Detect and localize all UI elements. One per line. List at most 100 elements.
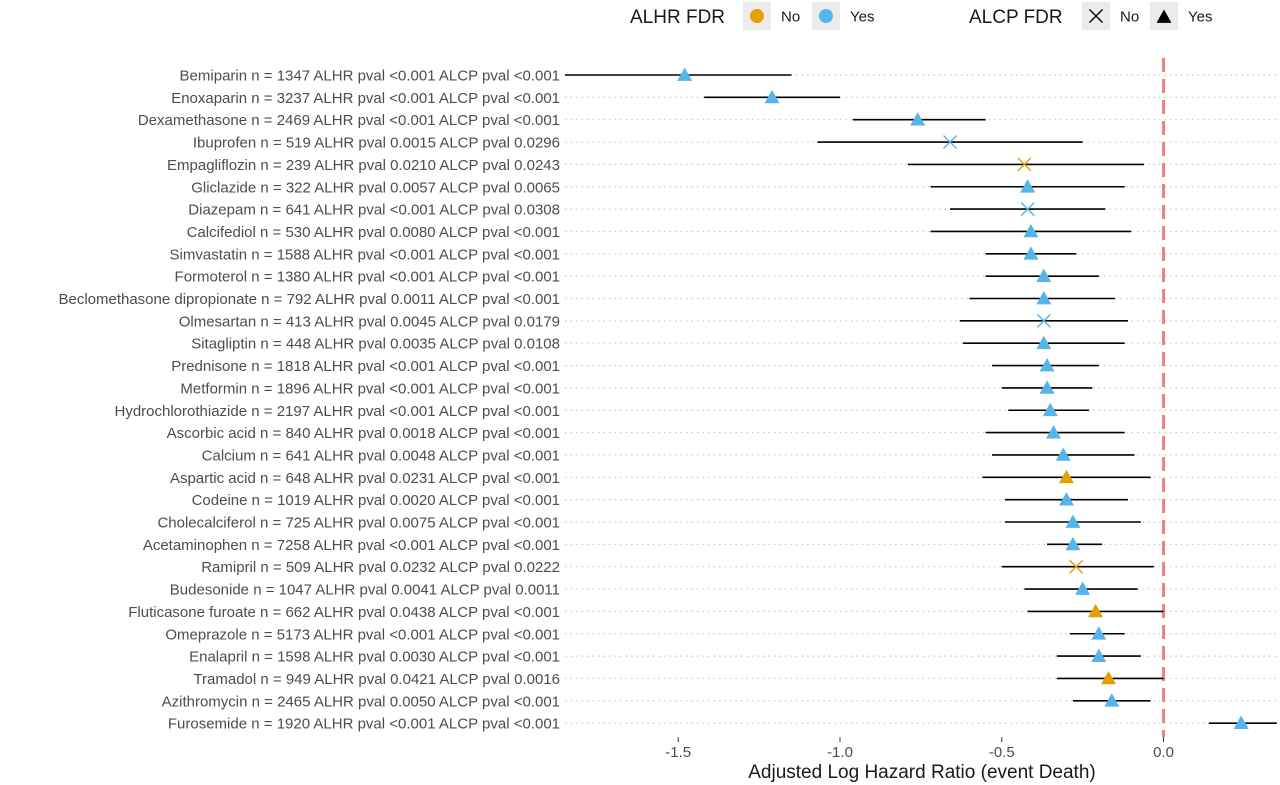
row-label-empagliflozin: Empagliflozin n = 239 ALHR pval 0.0210 A…: [167, 157, 560, 174]
row-n-text-diazepam: n =: [260, 202, 285, 219]
row-alcp-pval-olmesartan: 0.0179: [514, 313, 560, 330]
row-alcp-text-metformin: ALCP pval: [439, 380, 510, 397]
row-label-ascorbic-acid: Ascorbic acid n = 840 ALHR pval 0.0018 A…: [167, 425, 560, 442]
row-alcp-text-calcifediol: ALCP pval: [439, 224, 510, 241]
row-alcp-text-omeprazole: ALCP pval: [439, 626, 510, 643]
row-n-text-codeine: n =: [252, 492, 277, 509]
row-alhr-pval-cholecalciferol: 0.0075: [390, 515, 436, 532]
row-label-simvastatin: Simvastatin n = 1588 ALHR pval <0.001 AL…: [170, 246, 560, 263]
row-alcp-text-olmesartan: ALCP pval: [439, 313, 510, 330]
point-acetaminophen: [1065, 536, 1081, 551]
row-n-simvastatin: 1588: [277, 246, 310, 263]
legend-label-alcp-no: No: [1120, 9, 1139, 26]
point-fluticasone-furoate: [1088, 603, 1104, 618]
row-n-bemiparin: 1347: [277, 68, 310, 85]
row-n-beclomethasone-dipropionate: 792: [287, 291, 312, 308]
row-drug-acetaminophen: Acetaminophen: [143, 537, 247, 554]
row-n-diazepam: 641: [285, 202, 310, 219]
row-alcp-text-formoterol: ALCP pval: [439, 269, 510, 286]
row-alcp-text-gliclazide: ALCP pval: [439, 179, 510, 196]
row-alhr-text-enalapril: ALHR pval: [314, 649, 386, 666]
row-n-enoxaparin: 3237: [277, 90, 310, 107]
row-label-tramadol: Tramadol n = 949 ALHR pval 0.0421 ALCP p…: [193, 671, 560, 688]
row-alcp-pval-gliclazide: 0.0065: [514, 179, 560, 196]
row-drug-calcifediol: Calcifediol: [187, 224, 256, 241]
row-alcp-text-beclomethasone-dipropionate: ALCP pval: [439, 291, 510, 308]
row-alhr-text-sitagliptin: ALHR pval: [314, 336, 386, 353]
x-tick-label-0: -1.5: [665, 744, 691, 761]
row-label-metformin: Metformin n = 1896 ALHR pval <0.001 ALCP…: [180, 380, 560, 397]
row-alhr-pval-ibuprofen: 0.0015: [390, 135, 436, 152]
row-alhr-text-olmesartan: ALHR pval: [314, 313, 386, 330]
row-drug-azithromycin: Azithromycin: [162, 693, 248, 710]
row-alhr-pval-formoterol: <0.001: [389, 269, 435, 286]
row-alcp-pval-tramadol: 0.0016: [514, 671, 560, 688]
row-alcp-pval-diazepam: 0.0308: [514, 202, 560, 219]
row-alcp-pval-fluticasone-furoate: <0.001: [514, 604, 560, 621]
row-alhr-text-budesonide: ALHR pval: [315, 582, 387, 599]
row-label-olmesartan: Olmesartan n = 413 ALHR pval 0.0045 ALCP…: [179, 313, 560, 330]
row-n-ramipril: 509: [286, 559, 311, 576]
row-label-acetaminophen: Acetaminophen n = 7258 ALHR pval <0.001 …: [143, 537, 560, 554]
row-alcp-pval-simvastatin: <0.001: [514, 246, 560, 263]
row-alhr-pval-hydrochlorothiazide: <0.001: [389, 403, 435, 420]
legend-label-alhr-yes: Yes: [850, 9, 874, 26]
row-alhr-pval-enalapril: 0.0030: [390, 649, 436, 666]
row-drug-ibuprofen: Ibuprofen: [193, 135, 256, 152]
row-n-ibuprofen: 519: [286, 135, 311, 152]
point-formoterol: [1036, 268, 1052, 282]
point-bemiparin: [677, 67, 693, 81]
row-alcp-text-empagliflozin: ALCP pval: [439, 157, 510, 174]
row-alhr-pval-codeine: 0.0020: [390, 492, 436, 509]
row-alcp-pval-sitagliptin: 0.0108: [514, 336, 560, 353]
row-alcp-text-enalapril: ALCP pval: [439, 649, 510, 666]
row-alhr-text-prednisone: ALHR pval: [313, 358, 385, 375]
row-alhr-text-furosemide: ALHR pval: [313, 716, 385, 733]
row-label-fluticasone-furoate: Fluticasone furoate n = 662 ALHR pval 0.…: [128, 604, 560, 621]
row-drug-furosemide: Furosemide: [168, 716, 247, 733]
row-alcp-text-cholecalciferol: ALCP pval: [439, 515, 510, 532]
row-label-beclomethasone-dipropionate: Beclomethasone dipropionate n = 792 ALHR…: [58, 291, 560, 308]
row-label-budesonide: Budesonide n = 1047 ALHR pval 0.0041 ALC…: [170, 582, 560, 599]
row-alcp-text-enoxaparin: ALCP pval: [439, 90, 510, 107]
point-diazepam: [1020, 202, 1035, 217]
point-gliclazide: [1020, 179, 1036, 193]
row-n-calcium: 641: [285, 447, 310, 464]
row-alhr-text-fluticasone-furoate: ALHR pval: [314, 604, 386, 621]
row-drug-dexamethasone: Dexamethasone: [138, 112, 247, 129]
row-alcp-pval-empagliflozin: 0.0243: [514, 157, 560, 174]
x-axis-title: Adjusted Log Hazard Ratio (event Death): [748, 762, 1095, 783]
row-alhr-pval-calcifediol: 0.0080: [390, 224, 436, 241]
row-alcp-pval-codeine: <0.001: [514, 492, 560, 509]
row-n-text-acetaminophen: n =: [251, 537, 276, 554]
row-alhr-pval-omeprazole: <0.001: [389, 626, 435, 643]
row-n-text-tramadol: n =: [260, 671, 285, 688]
row-alhr-text-formoterol: ALHR pval: [313, 269, 385, 286]
row-alcp-text-hydrochlorothiazide: ALCP pval: [439, 403, 510, 420]
row-alhr-pval-metformin: <0.001: [389, 380, 435, 397]
row-alcp-pval-prednisone: <0.001: [514, 358, 560, 375]
row-n-text-budesonide: n =: [253, 582, 278, 599]
row-alhr-pval-beclomethasone-dipropionate: 0.0011: [391, 291, 436, 308]
point-hydrochlorothiazide: [1042, 402, 1058, 417]
row-n-text-simvastatin: n =: [251, 246, 276, 263]
row-n-prednisone: 1818: [277, 358, 310, 375]
row-drug-prednisone: Prednisone: [171, 358, 247, 375]
row-n-gliclazide: 322: [286, 179, 311, 196]
row-alcp-pval-acetaminophen: <0.001: [514, 537, 560, 554]
row-alhr-pval-diazepam: <0.001: [390, 202, 436, 219]
point-ramipril: [1069, 559, 1084, 574]
legend-swatch-alhr-yes: [819, 9, 833, 23]
row-alcp-pval-hydrochlorothiazide: <0.001: [514, 403, 560, 420]
row-drug-beclomethasone-dipropionate: Beclomethasone dipropionate: [58, 291, 256, 308]
row-alhr-text-hydrochlorothiazide: ALHR pval: [313, 403, 385, 420]
row-label-azithromycin: Azithromycin n = 2465 ALHR pval 0.0050 A…: [162, 693, 560, 710]
point-aspartic-acid: [1058, 469, 1074, 484]
row-n-text-omeprazole: n =: [251, 626, 276, 643]
row-alcp-text-sitagliptin: ALCP pval: [439, 336, 510, 353]
row-alcp-pval-dexamethasone: <0.001: [514, 112, 560, 129]
row-alcp-text-fluticasone-furoate: ALCP pval: [439, 604, 510, 621]
point-tramadol: [1101, 670, 1117, 685]
row-alhr-pval-sitagliptin: 0.0035: [390, 336, 436, 353]
row-drug-sitagliptin: Sitagliptin: [191, 336, 256, 353]
